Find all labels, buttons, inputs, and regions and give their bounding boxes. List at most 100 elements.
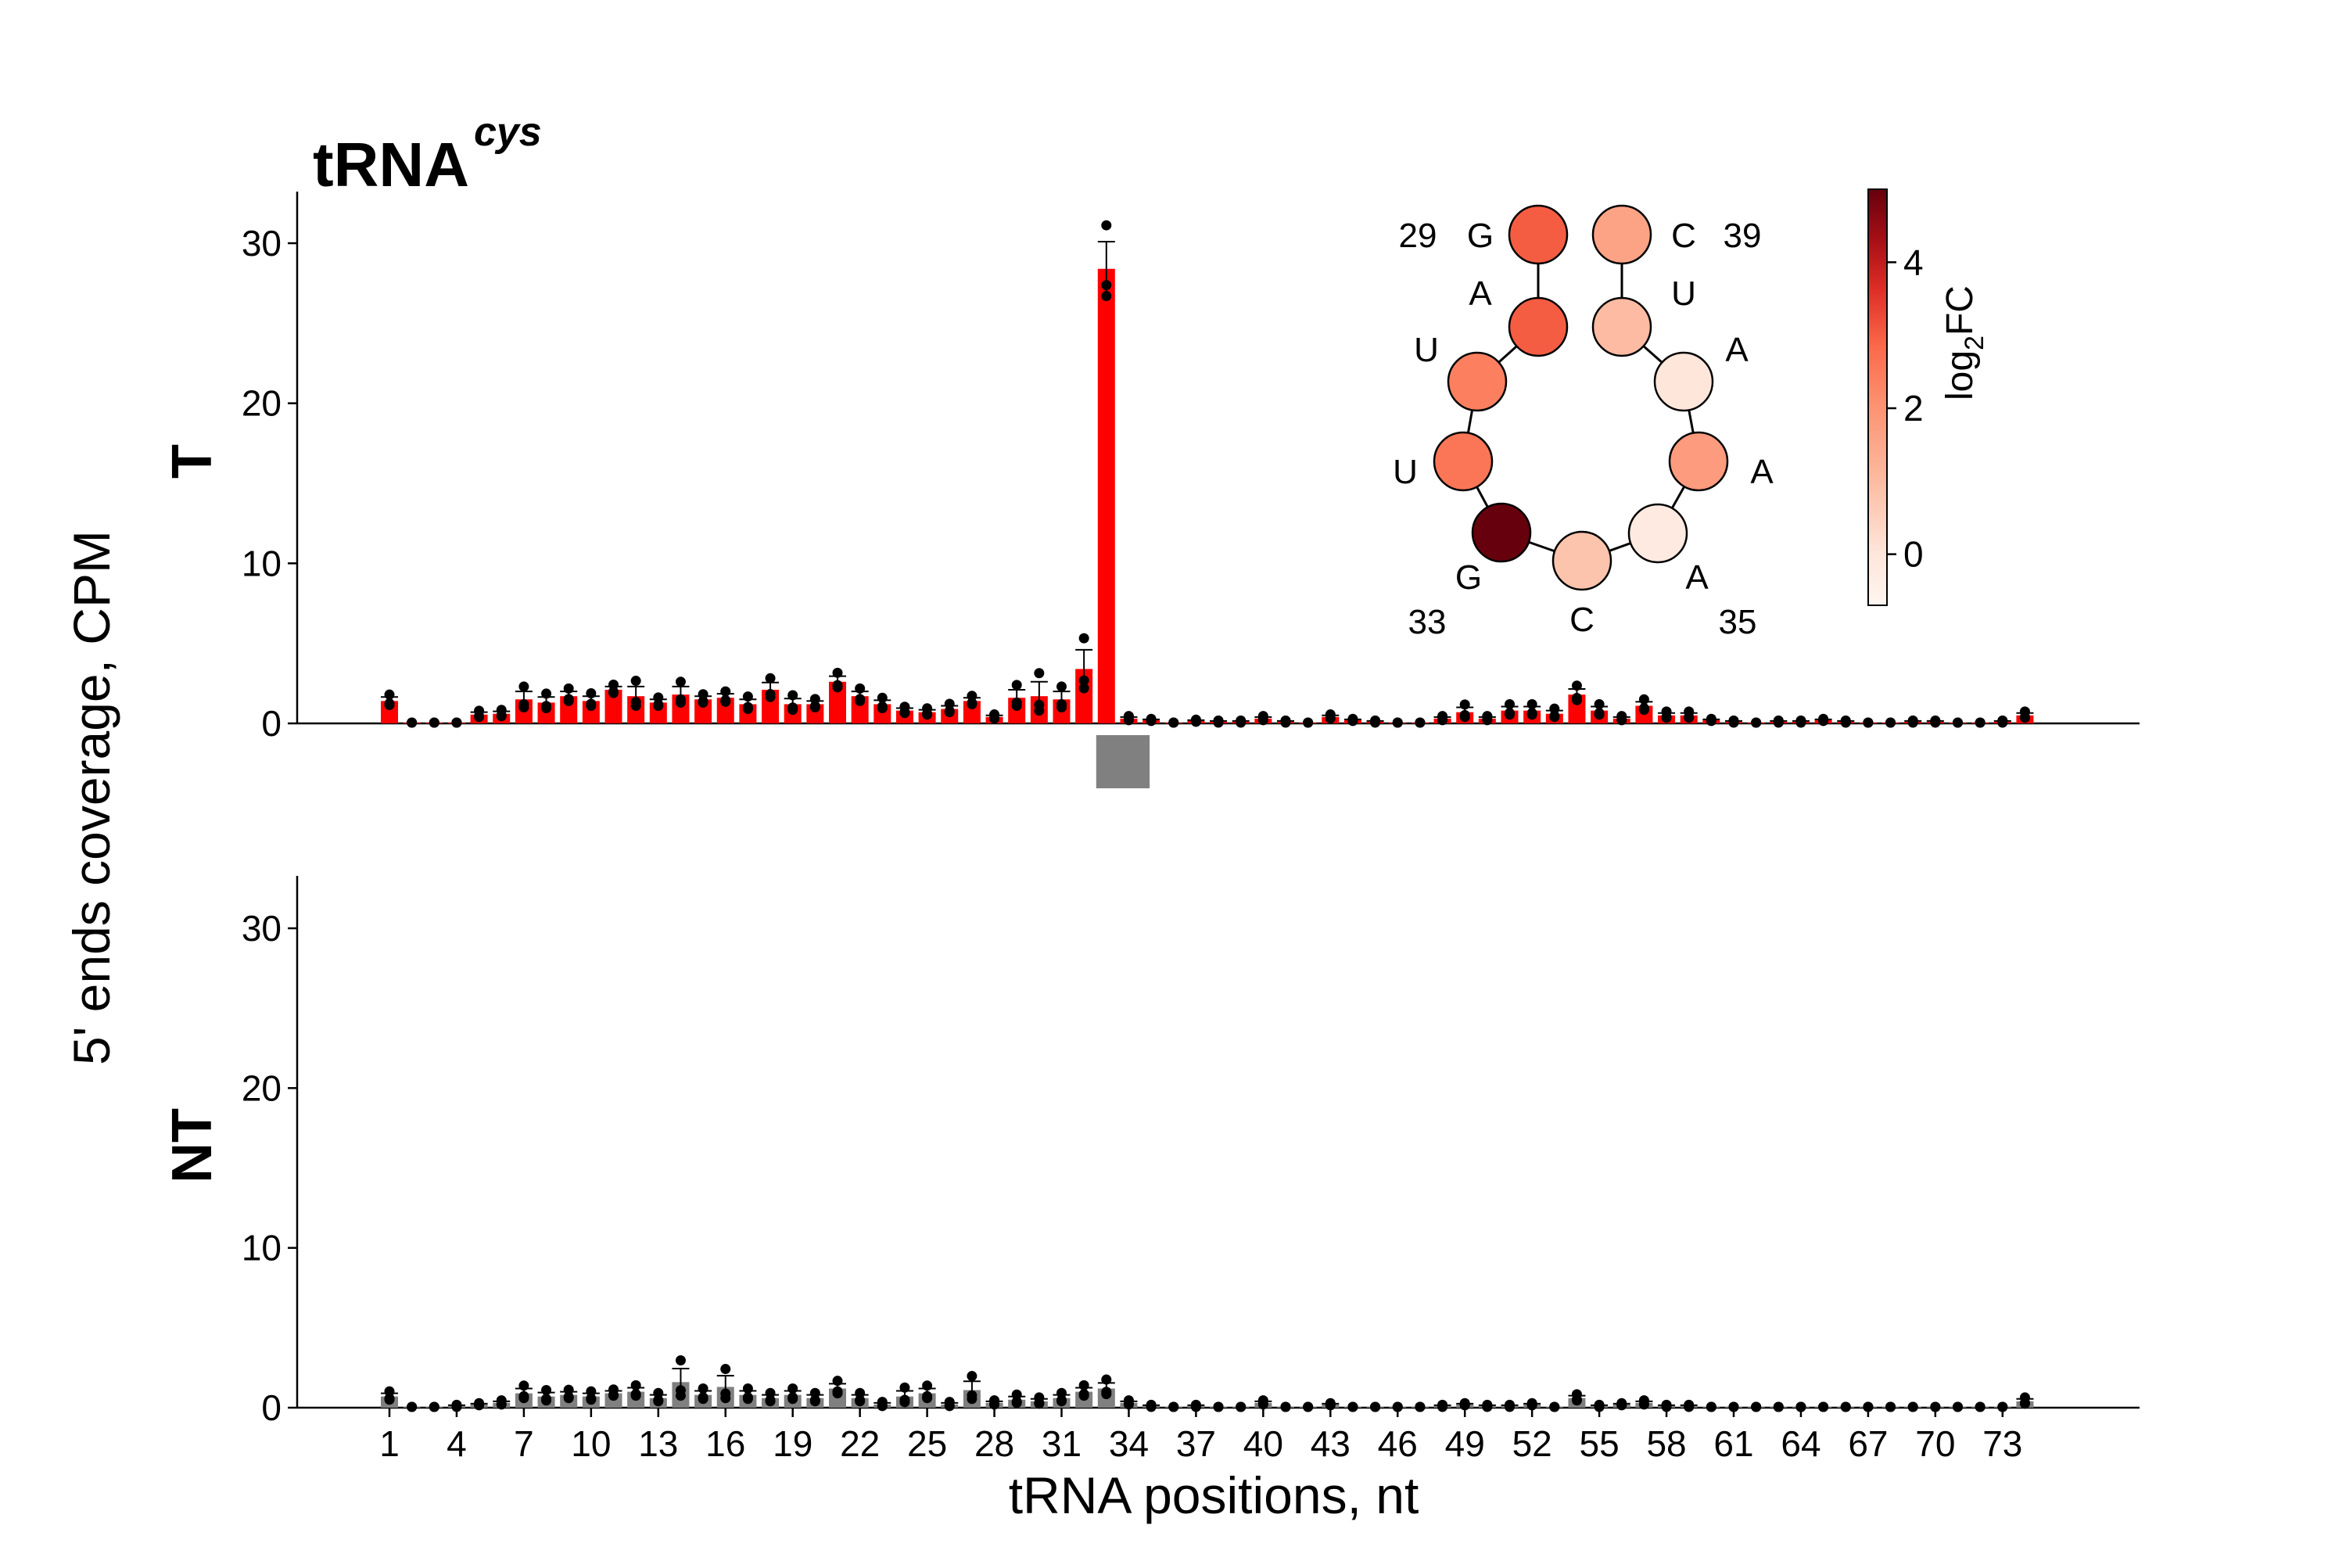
y-tick-label: 0 — [261, 1387, 282, 1428]
replicate-point — [1168, 1401, 1179, 1412]
replicate-point — [1370, 1401, 1381, 1412]
colorbar: 024 log2FC — [1867, 188, 1989, 606]
replicate-point — [1370, 717, 1381, 728]
replicate-point — [855, 1396, 866, 1407]
y-tick-label: 30 — [242, 908, 282, 949]
title-main: tRNA — [313, 130, 469, 199]
replicate-point — [1257, 715, 1268, 726]
anticodon-highlight — [1096, 735, 1150, 788]
x-tick-labels: 1 4 7 10 13 16 19 22 25 28 31 34 37 40 43 46 49 52 55 58 61 6… — [379, 1408, 2022, 1464]
x-tick-label: 19 — [773, 1423, 812, 1464]
replicate-point — [1056, 1387, 1067, 1398]
replicate-point — [541, 1385, 552, 1396]
replicate-point — [832, 1376, 843, 1387]
replicate-point — [1953, 1401, 1963, 1412]
nucleotide-node — [1508, 296, 1569, 357]
replicate-point — [832, 667, 843, 678]
replicate-point — [563, 1384, 574, 1395]
replicate-point — [1101, 280, 1112, 291]
replicate-point — [496, 1399, 507, 1410]
replicate-point — [1213, 717, 1224, 728]
replicate-point — [1751, 1401, 1762, 1412]
replicate-point — [608, 687, 619, 698]
replicate-point — [1190, 1401, 1201, 1412]
y-axis-label: 5' ends coverage, CPM — [63, 530, 120, 1065]
nucleotide-node — [1653, 351, 1714, 412]
replicate-point — [899, 1397, 910, 1408]
replicate-point — [967, 691, 978, 701]
x-tick-label: 67 — [1848, 1423, 1888, 1464]
replicate-point — [586, 700, 597, 711]
replicate-point — [698, 689, 708, 700]
y-tick-label: 10 — [242, 543, 282, 583]
panel-label-t: T — [161, 444, 224, 479]
position-number-label: 39 — [1724, 217, 1762, 255]
colorbar-tick-label: 4 — [1903, 242, 1924, 282]
replicate-point — [608, 1390, 619, 1401]
replicate-point — [1661, 1401, 1672, 1412]
colorbar-ticks: 0 2 4 — [1887, 242, 1924, 575]
replicate-point — [1347, 716, 1358, 727]
replicate-point — [1616, 1400, 1627, 1411]
replicate-point — [1078, 683, 1089, 694]
replicate-point — [698, 697, 708, 708]
replicate-point — [967, 1371, 978, 1382]
nucleotide-letter: A — [1725, 331, 1749, 369]
bar — [604, 690, 622, 723]
replicate-point — [1571, 680, 1582, 691]
replicate-point — [1078, 1390, 1089, 1401]
x-tick-label: 25 — [907, 1423, 947, 1464]
replicate-point — [1975, 717, 1985, 728]
nucleotide-letter: U — [1393, 453, 1418, 491]
replicate-point — [1997, 1401, 2008, 1412]
nucleotide-letter: A — [1685, 558, 1709, 597]
replicate-point — [1437, 715, 1448, 726]
replicate-point — [809, 702, 820, 713]
colorbar-label-fc: FC — [1939, 285, 1981, 335]
replicate-point — [429, 717, 439, 728]
replicate-point — [653, 1387, 664, 1398]
replicate-point — [384, 1394, 395, 1405]
replicate-point — [1930, 717, 1941, 728]
replicate-point — [1325, 713, 1336, 724]
replicate-point — [1034, 668, 1045, 679]
replicate-point — [1818, 716, 1829, 727]
replicate-point — [1706, 1401, 1716, 1412]
replicate-point — [1236, 717, 1247, 728]
replicate-point — [518, 681, 529, 692]
replicate-point — [1751, 717, 1762, 728]
nucleotide-letter: G — [1467, 217, 1494, 255]
replicate-point — [1101, 1389, 1112, 1400]
replicate-point — [407, 1401, 418, 1412]
replicate-point — [384, 689, 395, 700]
replicate-point — [1325, 1400, 1336, 1411]
replicate-point — [1818, 1401, 1829, 1412]
x-axis-label: tRNA positions, nt — [1009, 1466, 1419, 1524]
replicate-point — [1011, 1389, 1022, 1400]
chart-title: tRNA cys — [313, 109, 542, 199]
replicate-point — [1459, 1400, 1470, 1411]
replicate-point — [1505, 1401, 1515, 1412]
replicate-point — [1863, 1401, 1874, 1412]
replicate-point — [765, 1396, 776, 1407]
replicate-point — [698, 1394, 708, 1405]
replicate-point — [1706, 716, 1716, 727]
x-tick-label: 43 — [1311, 1423, 1351, 1464]
replicate-point — [1011, 700, 1022, 711]
replicate-point — [384, 1386, 395, 1397]
position-number-label: 33 — [1408, 603, 1447, 641]
replicate-point — [742, 1394, 753, 1405]
replicate-point — [1392, 717, 1403, 728]
replicate-point — [742, 1383, 753, 1394]
replicate-point — [1795, 717, 1806, 728]
replicate-point — [899, 708, 910, 719]
x-tick-label: 22 — [840, 1423, 880, 1464]
replicate-point — [2019, 712, 2030, 723]
x-tick-label: 16 — [705, 1423, 745, 1464]
replicate-point — [1795, 1401, 1806, 1412]
replicate-point — [855, 683, 866, 694]
replicate-point — [1213, 1401, 1224, 1412]
replicate-point — [1526, 698, 1537, 709]
nucleotide-node — [1433, 431, 1494, 492]
